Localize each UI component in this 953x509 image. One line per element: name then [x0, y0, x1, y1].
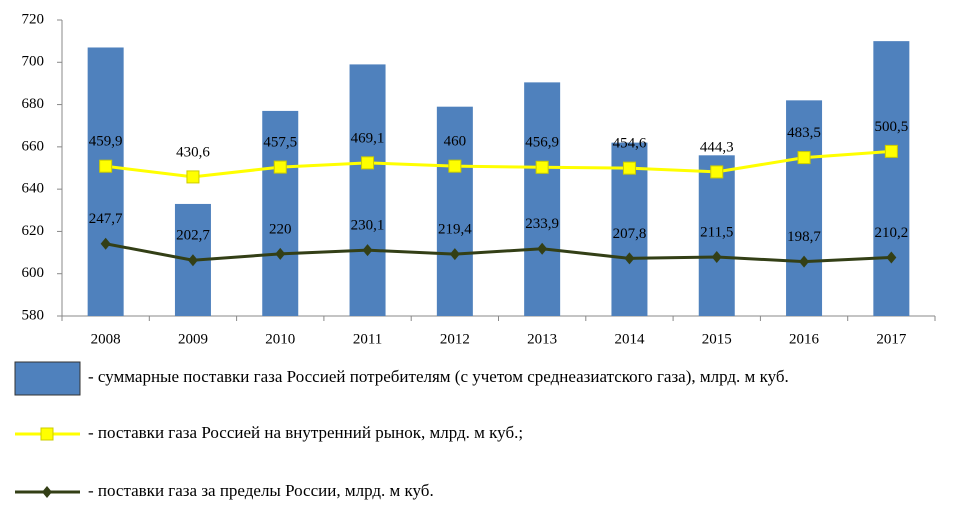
data-label: 247,7 [89, 211, 123, 227]
data-label: 500,5 [874, 119, 908, 135]
bar [87, 47, 124, 316]
data-label: 456,9 [525, 135, 559, 151]
y-tick-label: 720 [22, 11, 45, 27]
bar [524, 82, 561, 316]
data-label: 469,1 [351, 130, 385, 146]
marker [187, 254, 198, 267]
data-label: 430,6 [176, 144, 210, 160]
marker [797, 151, 811, 165]
x-tick-label: 2014 [614, 331, 645, 347]
legend-swatch [14, 361, 81, 396]
data-label: 444,3 [700, 139, 734, 155]
y-tick-label: 640 [22, 181, 45, 197]
marker [361, 156, 375, 170]
marker [186, 170, 200, 184]
bar [698, 155, 735, 316]
data-label: 198,7 [787, 229, 821, 245]
data-label: 220 [269, 221, 292, 237]
x-tick-label: 2010 [265, 331, 295, 347]
marker [710, 165, 724, 179]
bar [873, 41, 910, 317]
marker [535, 160, 549, 174]
data-label: 460 [444, 134, 467, 150]
x-tick-label: 2011 [353, 331, 382, 347]
data-label: 202,7 [176, 228, 210, 244]
data-label: 459,9 [89, 134, 123, 150]
line [105, 149, 892, 179]
data-label: 454,6 [613, 136, 647, 152]
x-tick-label: 2016 [789, 331, 820, 347]
data-label: 230,1 [351, 218, 385, 234]
marker [799, 255, 810, 268]
marker [99, 159, 113, 173]
marker [886, 251, 897, 264]
legend-label: - поставки газа за пределы России, млрд.… [88, 481, 434, 500]
bar [436, 106, 473, 316]
x-tick-label: 2012 [440, 331, 470, 347]
legend-label: - суммарные поставки газа Россией потреб… [88, 367, 789, 386]
marker [537, 242, 548, 255]
marker [449, 248, 460, 261]
data-label: 219,4 [438, 222, 472, 238]
bar [262, 110, 299, 317]
data-label: 233,9 [525, 216, 559, 232]
data-label: 211,5 [700, 224, 733, 240]
legend-marker [40, 427, 54, 441]
bar [786, 100, 823, 316]
data-label: 457,5 [263, 135, 297, 151]
y-tick-label: 660 [22, 138, 45, 154]
marker [273, 160, 287, 174]
marker [100, 237, 111, 250]
x-tick-label: 2013 [527, 331, 557, 347]
marker [448, 159, 462, 173]
marker [622, 161, 636, 175]
y-tick-label: 600 [22, 265, 45, 281]
y-tick-label: 700 [22, 54, 45, 70]
x-tick-label: 2008 [91, 331, 121, 347]
y-tick-label: 580 [22, 307, 45, 323]
data-label: 483,5 [787, 125, 821, 141]
legend-marker [42, 486, 52, 498]
marker [275, 247, 286, 260]
data-label: 207,8 [613, 226, 647, 242]
y-tick-label: 680 [22, 96, 45, 112]
marker [711, 250, 722, 263]
marker [884, 144, 898, 158]
x-tick-label: 2017 [876, 331, 907, 347]
bar [349, 64, 386, 317]
x-tick-label: 2015 [702, 331, 732, 347]
marker [362, 244, 373, 257]
x-tick-label: 2009 [178, 331, 208, 347]
marker [624, 252, 635, 265]
legend-label: - поставки газа Россией на внутренний ры… [88, 423, 523, 442]
y-tick-label: 620 [22, 223, 45, 239]
line [105, 242, 892, 264]
data-label: 210,2 [874, 225, 908, 241]
